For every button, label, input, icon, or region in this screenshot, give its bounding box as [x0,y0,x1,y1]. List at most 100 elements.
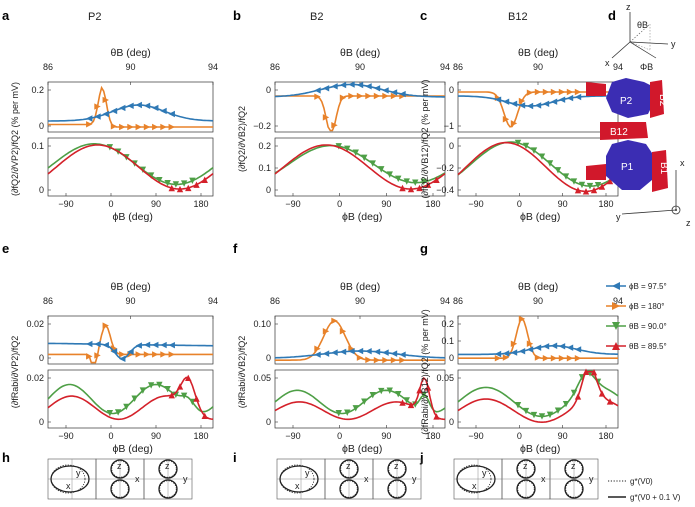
y-tick-bottom: 0 [449,141,454,151]
data-marker-orange [550,88,558,96]
series-line-red [47,144,214,190]
phi-tick-0: −90 [58,431,73,441]
y-tick-bottom: 0.1 [258,163,271,173]
data-marker-orange [102,322,109,329]
frame-y-label: y [616,212,621,222]
data-marker-green [180,392,188,400]
gtensor-solid [110,459,130,479]
theta-tick-90: 90 [355,296,365,306]
data-marker-orange [518,97,526,105]
data-marker-green [147,382,155,389]
data-marker-green [361,154,368,162]
gtensor-solid [50,465,90,493]
series-line-red [457,141,619,193]
data-marker-orange [348,92,355,100]
data-marker-blue [558,96,566,103]
data-marker-blue [399,90,406,98]
data-marker-orange [390,92,398,100]
data-marker-green [352,405,359,412]
theta-tick-94: 94 [208,296,218,306]
data-marker-blue [502,350,510,357]
y-tick-bottom: −0.4 [436,185,454,195]
phi-tick-0: −90 [468,431,483,441]
gtensor-axis-label: x [295,481,300,491]
y-tick-bottom: 0 [266,185,271,195]
gate-b1 [652,150,668,192]
phi-tick-3: 180 [598,431,613,441]
data-marker-blue [119,355,126,363]
phi-tick-0: −90 [58,199,73,209]
data-marker-red [193,181,200,188]
data-marker-orange [373,356,381,364]
data-marker-green [538,413,546,420]
data-marker-orange [518,315,526,323]
data-marker-blue [110,348,118,355]
data-marker-blue [94,113,101,120]
bottom-axes-frame [274,137,446,197]
data-marker-orange [558,88,566,96]
data-marker-red [176,383,184,390]
gtensor-solid [158,479,178,499]
chart-panel-a: θB (deg) 86 90 94 0.2 0 0.1 0 (∂fQ2/∂VP2)/fQ2 (%… [10,47,218,223]
title-c: B12 [508,11,528,23]
y-tick-bottom: 0.02 [26,373,44,383]
y-tick-top: −1 [444,121,454,131]
y-tick-top: 0.02 [26,319,44,329]
data-marker-orange [331,122,338,129]
data-marker-blue [143,102,151,110]
data-marker-blue [314,87,321,94]
data-marker-blue [348,81,355,88]
y-tick-bottom: 0 [39,185,44,195]
phi-tick-2: 90 [151,431,161,441]
data-marker-blue [382,349,389,356]
theta-axis-label: θB (deg) [111,47,151,59]
data-marker-green [412,179,419,186]
gtensor-solid [456,465,496,493]
series-line-red [47,376,214,421]
data-marker-blue [152,341,159,349]
data-marker-orange [127,123,134,131]
data-marker-orange [526,340,534,347]
data-marker-green [114,409,122,416]
data-marker-red [606,177,614,185]
data-marker-blue [119,104,126,112]
panel-label-a: a [2,8,10,23]
data-marker-blue [566,94,574,102]
data-marker-green [522,142,530,150]
data-marker-green [538,153,546,160]
data-marker-green [156,381,163,389]
y-tick-bottom: −0.2 [436,163,454,173]
legend: ϕB = 97.5° ϕB = 180° θB = 90.0° θB = 89.… [606,282,667,351]
phi-tick-3: 180 [425,431,440,441]
gtensor-axis-label: x [364,474,369,484]
data-marker-orange [168,351,175,358]
data-marker-orange [510,120,518,127]
data-marker-green [420,178,427,186]
data-marker-orange [566,88,574,96]
chart-panel-e: θB (deg) 86 90 94 0.02 0 0.02 0 (∂fRabi/∂VP2)/fQ… [10,281,218,455]
data-marker-blue [160,107,167,115]
data-marker-green [530,411,538,419]
charts: θB (deg)86 90 940.200.10(∂fQ2/∂VP2)/fQ2 (%… [10,47,623,455]
gtensor-solid [564,459,584,479]
data-marker-green [352,149,359,156]
theta-tick-86: 86 [453,62,463,72]
gtensor-dotted [517,480,535,498]
data-marker-green [335,410,342,417]
data-marker-blue [390,89,398,96]
gtensor-solid [110,479,130,499]
chart-panel-c: θB (deg) 86 90 94 0 −1 0 −0.2 −0.4 (∂fQ2/∂VB12)/f… [420,47,623,223]
data-marker-green [378,387,385,395]
data-marker-blue [348,348,355,355]
data-marker-orange [502,354,510,361]
gtensor-dotted [340,460,358,478]
data-marker-orange [119,351,126,358]
gtensor-axis-label: y [412,474,417,484]
theta-axis-label: θB (deg) [111,281,151,293]
series-line-red [274,376,446,421]
data-marker-orange [399,356,406,364]
data-marker-blue [534,102,542,109]
gtensor-axis-label: y [76,468,81,478]
data-marker-green [189,177,196,184]
